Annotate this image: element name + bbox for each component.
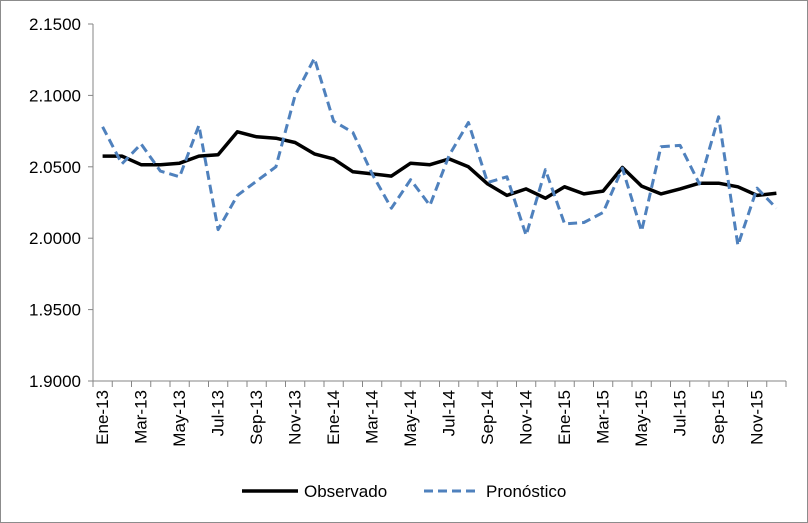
legend-label: Pronóstico [486,482,566,501]
x-tick-label: May-15 [632,390,651,447]
x-tick-label: Nov-15 [748,390,767,445]
x-tick-label: Mar-14 [363,390,382,444]
y-tick-label: 1.9500 [29,301,81,320]
y-tick-label: 1.9000 [29,372,81,391]
x-tick-label: Jul-13 [209,390,228,436]
x-tick-label: Ene-14 [324,390,343,445]
legend: Observado Pronóstico [242,482,566,501]
x-tick-label: Ene-13 [93,390,112,445]
x-tick-label: Mar-15 [594,390,613,444]
series-layer [101,56,778,247]
x-tick-label: Mar-13 [132,390,151,444]
x-tick-label: Jul-15 [671,390,690,436]
y-tick-label: 2.1500 [29,15,81,34]
x-tick-label: Sep-13 [247,390,266,445]
legend-label: Observado [304,482,387,501]
x-tick-label: Sep-14 [478,390,497,445]
x-tick-label: May-14 [401,390,420,447]
y-tick-label: 2.0500 [29,158,81,177]
x-tick-label: Nov-14 [517,390,536,445]
x-axis: Ene-13 Mar-13 May-13 Jul-13 Sep-13 Nov-13 Ene-… [92,380,787,447]
y-tick-label: 2.1000 [29,86,81,105]
x-tick-label: Ene-15 [555,390,574,445]
series-line-pron-stico [101,56,778,247]
x-tick-label: Nov-13 [286,390,305,445]
x-tick-label: Sep-15 [709,390,728,445]
y-tick-label: 2.0000 [29,229,81,248]
series-line-observado [102,130,777,200]
y-axis: 1.9000 1.9500 2.0000 2.0500 2.1000 2.1500 [29,15,94,391]
x-tick-label: May-13 [170,390,189,447]
x-tick-label: Jul-14 [440,390,459,436]
